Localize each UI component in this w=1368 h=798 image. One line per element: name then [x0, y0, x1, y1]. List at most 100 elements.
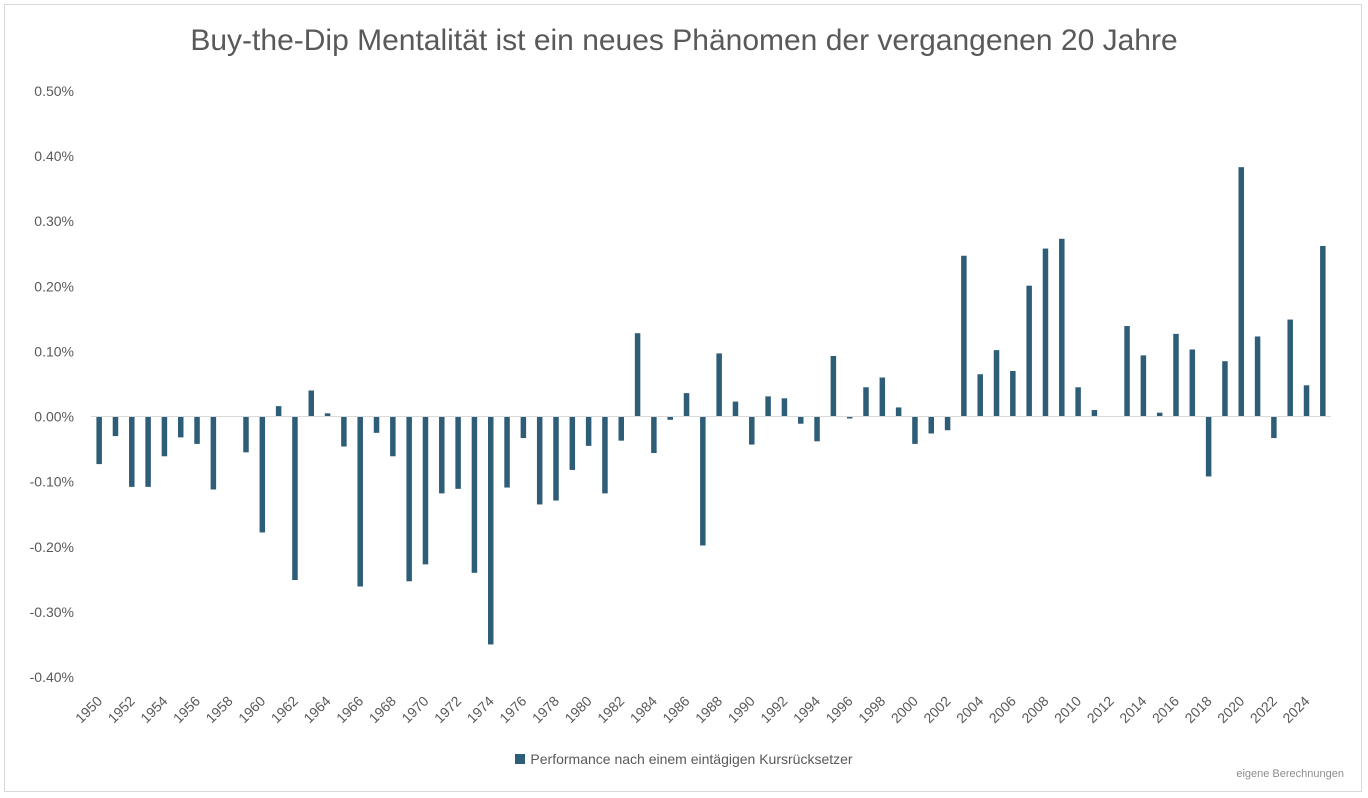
x-tick-label: 1990	[725, 693, 758, 726]
bar-1988	[716, 353, 722, 417]
bar-1968	[390, 416, 396, 457]
x-tick-label: 1950	[72, 693, 105, 726]
bar-2016	[1173, 333, 1179, 417]
bar-1981	[602, 416, 608, 494]
x-tick-label: 1968	[366, 693, 399, 726]
bar-2018	[1205, 416, 1212, 477]
y-tick-label: 0.10%	[34, 343, 74, 359]
x-tick-label: 1956	[170, 693, 203, 726]
bar-2001	[928, 416, 935, 434]
bar-1971	[439, 416, 445, 494]
x-axis: 1950 1952 1954 1956 1958 1960 1962 1964 1966 1968…	[72, 693, 1313, 726]
bar-2011	[1091, 410, 1098, 417]
x-tick-label: 2024	[1279, 693, 1312, 726]
x-tick-label: 1982	[594, 693, 627, 726]
x-tick-label: 1964	[300, 693, 333, 726]
bar-2025	[1320, 245, 1326, 417]
bar-2017	[1189, 349, 1196, 417]
bar-1969	[406, 416, 412, 582]
source-note: eigene Berechnungen	[1236, 768, 1344, 780]
bar-1990	[749, 416, 755, 445]
bar-2009	[1059, 238, 1065, 417]
bar-1996	[846, 416, 853, 419]
bar-1956	[194, 416, 200, 444]
bar-1951	[112, 416, 119, 437]
x-tick-label: 2020	[1214, 693, 1247, 726]
x-tick-label: 2016	[1149, 693, 1182, 726]
bar-series	[96, 167, 1326, 645]
x-tick-label: 2004	[953, 693, 986, 726]
legend-label: Performance nach einem eintägigen Kursrü…	[530, 751, 853, 767]
y-tick-label: -0.30%	[30, 604, 74, 620]
chart-frame	[4, 4, 1362, 792]
x-tick-label: 1960	[235, 693, 268, 726]
x-tick-label: 1954	[137, 693, 170, 726]
x-tick-label: 1966	[333, 693, 366, 726]
bar-1991	[765, 396, 771, 417]
bar-1965	[341, 416, 347, 447]
bar-1967	[373, 416, 380, 433]
bar-1950	[96, 416, 102, 465]
x-tick-label: 1986	[659, 693, 692, 726]
bar-2000	[912, 416, 918, 444]
bar-1992	[781, 398, 788, 417]
x-tick-label: 1994	[790, 693, 823, 726]
bar-1953	[145, 416, 151, 487]
bar-2002	[944, 416, 951, 431]
bar-2019	[1222, 361, 1228, 417]
legend-swatch	[515, 754, 526, 764]
bar-1999	[895, 407, 902, 417]
bar-2004	[977, 374, 983, 417]
x-tick-label: 1992	[757, 693, 790, 726]
y-tick-label: 0.20%	[34, 278, 74, 294]
bar-1994	[814, 416, 820, 442]
x-tick-label: 1998	[855, 693, 888, 726]
bar-1984	[651, 416, 657, 454]
x-tick-label: 1970	[398, 693, 431, 726]
bar-1977	[536, 416, 543, 505]
bar-1980	[585, 416, 592, 446]
bar-2015	[1156, 412, 1163, 417]
bar-2021	[1254, 336, 1261, 417]
bar-1955	[177, 416, 184, 438]
x-tick-label: 1996	[822, 693, 855, 726]
x-tick-label: 1978	[529, 693, 562, 726]
bar-1986	[683, 393, 690, 417]
bar-1989	[732, 401, 739, 417]
y-tick-label: -0.40%	[30, 669, 74, 685]
bar-2024	[1303, 385, 1310, 417]
bar-1957	[210, 416, 217, 490]
y-tick-label: 0.50%	[34, 83, 74, 99]
bar-1982	[618, 416, 625, 441]
x-tick-label: 2010	[1051, 693, 1084, 726]
bar-1973	[471, 416, 478, 573]
x-tick-label: 1984	[627, 693, 660, 726]
x-tick-label: 2006	[986, 693, 1019, 726]
bar-1983	[634, 333, 641, 417]
x-tick-label: 1988	[692, 693, 725, 726]
x-tick-label: 2002	[920, 693, 953, 726]
bar-2020	[1238, 167, 1245, 417]
bar-1985	[667, 416, 673, 420]
x-tick-label: 2022	[1247, 693, 1280, 726]
bar-1959	[243, 416, 249, 453]
x-tick-label: 1962	[268, 693, 301, 726]
bar-2008	[1042, 248, 1049, 417]
bar-1964	[324, 413, 331, 417]
bar-1987	[700, 416, 706, 546]
bar-1954	[161, 416, 168, 457]
chart-legend: Performance nach einem eintägigen Kursrü…	[0, 751, 1368, 767]
bar-1962	[292, 416, 298, 580]
bar-1966	[357, 416, 363, 587]
y-tick-label: -0.10%	[30, 474, 74, 490]
bar-1960	[259, 416, 266, 533]
y-axis: 0.50% 0.40% 0.30% 0.20% 0.10% 0.00% -0.10% -0.2…	[30, 83, 74, 685]
x-tick-label: 2014	[1116, 693, 1149, 726]
x-tick-label: 1976	[496, 693, 529, 726]
bar-2010	[1075, 387, 1081, 417]
y-tick-label: 0.40%	[34, 148, 74, 164]
bar-2003	[961, 255, 967, 417]
bar-1963	[308, 390, 315, 417]
x-tick-label: 2000	[888, 693, 921, 726]
